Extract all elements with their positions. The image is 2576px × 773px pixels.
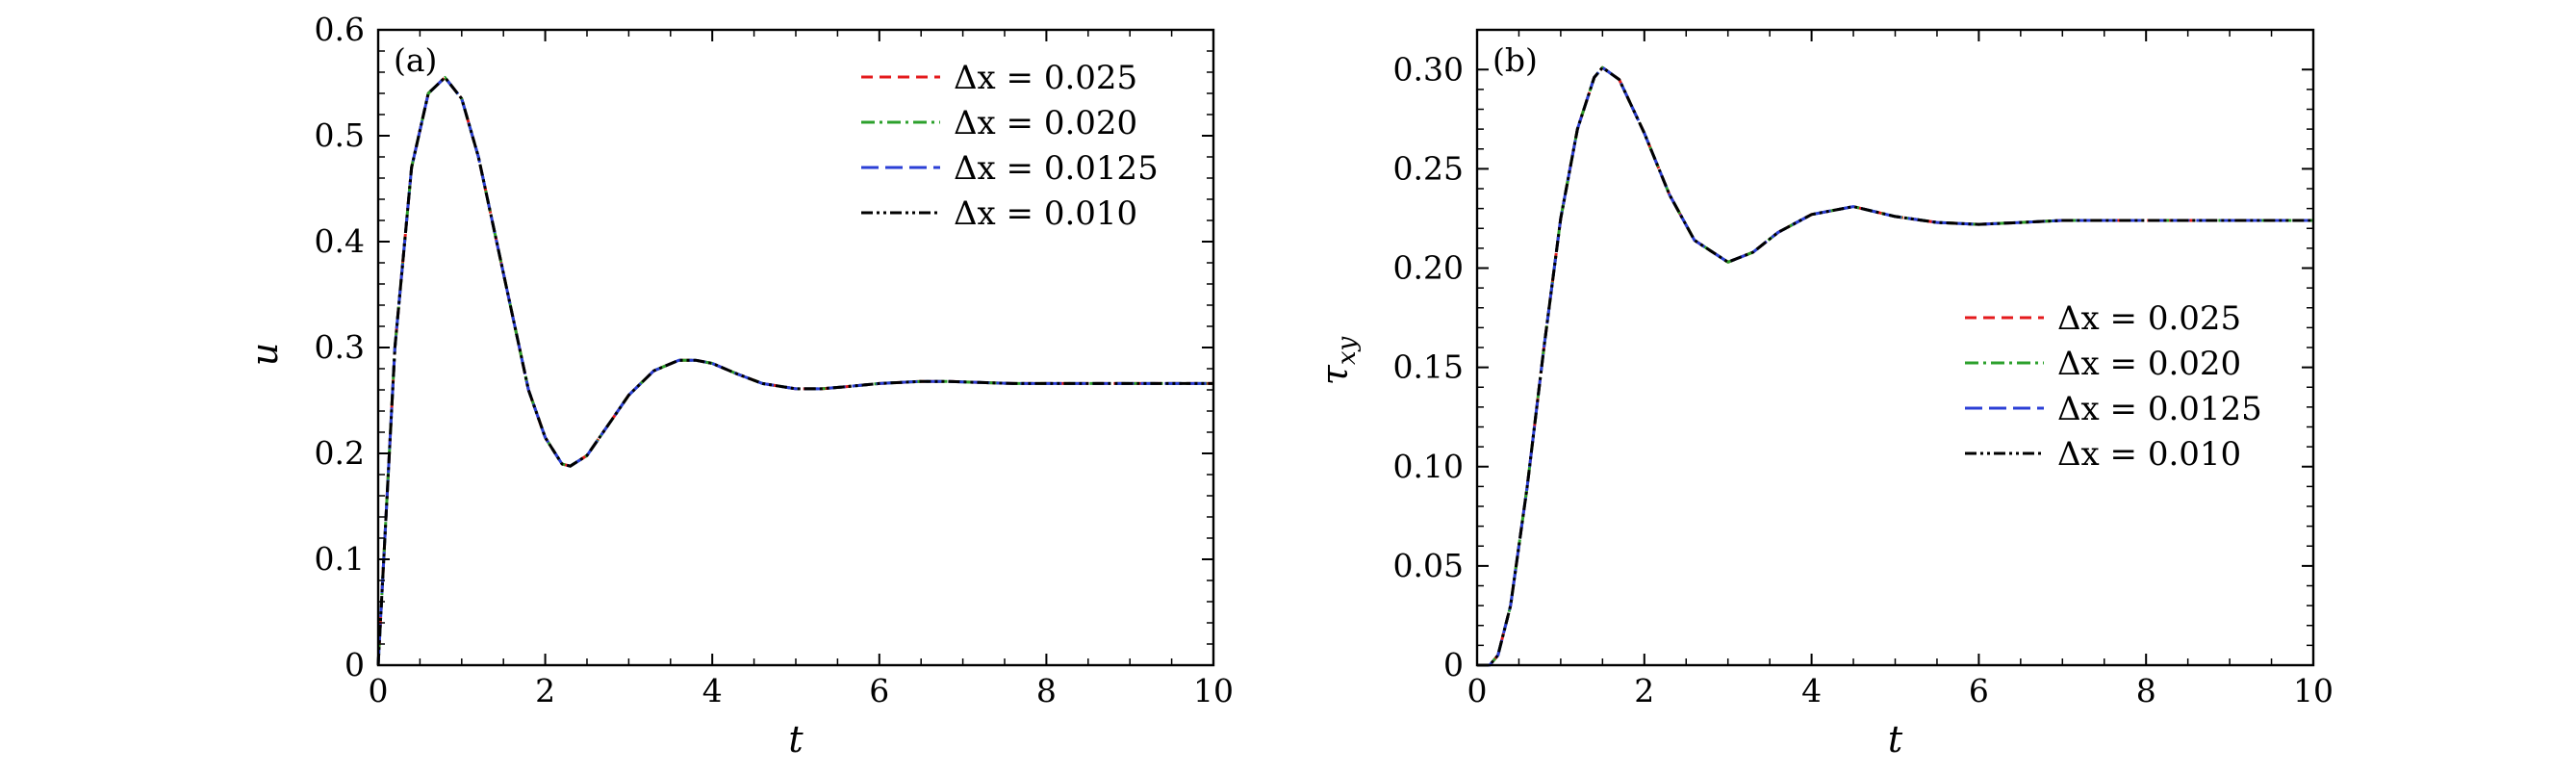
x-tick-label: 4 bbox=[702, 672, 723, 709]
chart-panel-b: 0 2 4 6 8 10 0 0.05 0.10 0.15 0.20 0.25 0.30 t τxy (b) Δ… bbox=[1314, 28, 2334, 760]
panel-label: (a) bbox=[394, 41, 437, 79]
x-tick-label: 0 bbox=[1467, 672, 1488, 709]
series-line-2 bbox=[376, 76, 1213, 666]
legend-entry-1: Δx = 0.020 bbox=[954, 104, 1137, 142]
series-group bbox=[1477, 65, 2313, 667]
y-tick-label: 0.1 bbox=[315, 540, 365, 578]
y-tick-label: 0.20 bbox=[1393, 249, 1464, 287]
x-tick-label: 2 bbox=[1634, 672, 1654, 709]
legend-entry-3: Δx = 0.010 bbox=[954, 194, 1137, 233]
legend: Δx = 0.025 Δx = 0.020 Δx = 0.0125 Δx = 0.01… bbox=[1965, 299, 2262, 474]
legend-entry-3: Δx = 0.010 bbox=[2057, 435, 2241, 474]
y-axis-label: τxy bbox=[1314, 337, 1362, 386]
x-axis-label: t bbox=[1888, 718, 1903, 760]
x-tick-label: 10 bbox=[1193, 672, 1234, 709]
y-tick-label: 0 bbox=[344, 646, 365, 683]
y-tick-label: 0.6 bbox=[315, 11, 365, 48]
x-tick-label: 0 bbox=[369, 672, 389, 709]
series-group bbox=[376, 76, 1213, 666]
x-axis-label: t bbox=[788, 718, 803, 760]
y-axis-label: u bbox=[243, 343, 286, 366]
x-tick-label: 8 bbox=[1036, 672, 1057, 709]
x-tick-label: 6 bbox=[1969, 672, 1989, 709]
series-line-3 bbox=[1477, 65, 2313, 667]
legend-entry-0: Δx = 0.025 bbox=[954, 59, 1137, 97]
y-tick-label: 0.25 bbox=[1393, 149, 1464, 187]
legend-entry-2: Δx = 0.0125 bbox=[2057, 390, 2262, 428]
y-tick-label: 0.30 bbox=[1393, 50, 1464, 88]
legend-entry-0: Δx = 0.025 bbox=[2057, 299, 2241, 338]
y-tick-label: 0.15 bbox=[1393, 348, 1464, 386]
x-tick-label: 2 bbox=[535, 672, 555, 709]
y-tick-label: 0 bbox=[1443, 646, 1464, 683]
chart-panel-a: 0 2 4 6 8 10 0 0.1 0.2 0.3 0.4 0.5 0.6 t u (a) Δx = 0.02… bbox=[243, 11, 1234, 760]
y-tick-label: 0.4 bbox=[315, 222, 365, 260]
legend: Δx = 0.025 Δx = 0.020 Δx = 0.0125 Δx = 0.01… bbox=[861, 59, 1159, 233]
y-tick-label: 0.3 bbox=[315, 328, 365, 366]
x-tick-label: 6 bbox=[869, 672, 889, 709]
series-line-3 bbox=[376, 76, 1213, 666]
y-tick-label: 0.05 bbox=[1393, 547, 1464, 584]
legend-entry-2: Δx = 0.0125 bbox=[954, 149, 1159, 188]
y-tick-label: 0.5 bbox=[315, 116, 365, 154]
y-tick-label: 0.10 bbox=[1393, 448, 1464, 485]
panel-label: (b) bbox=[1492, 41, 1538, 79]
y-tick-label: 0.2 bbox=[315, 434, 365, 472]
x-tick-label: 10 bbox=[2293, 672, 2334, 709]
legend-entry-1: Δx = 0.020 bbox=[2057, 345, 2241, 383]
x-tick-label: 4 bbox=[1801, 672, 1822, 709]
x-tick-label: 8 bbox=[2136, 672, 2156, 709]
